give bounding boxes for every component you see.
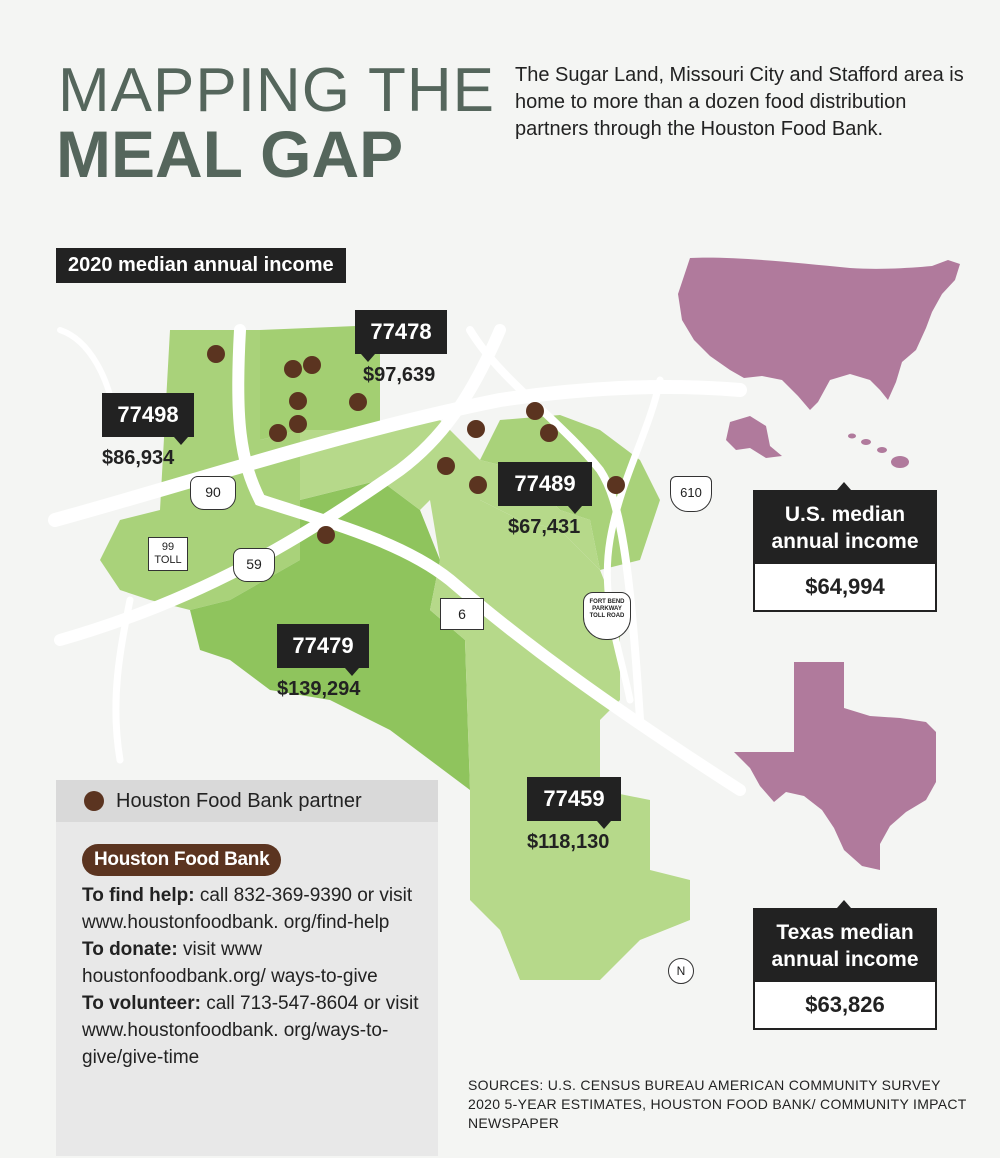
zip-callout-77459: 77459 $118,130 <box>527 777 621 854</box>
texas-median-value: $63,826 <box>805 992 885 1017</box>
partner-dots <box>207 345 625 544</box>
us-outline <box>678 257 960 410</box>
find-help-label: To find help: <box>82 885 195 906</box>
legend-header: Houston Food Bank partner <box>56 780 438 822</box>
region-77459 <box>430 500 690 980</box>
us-59-shield-icon: 59 <box>233 548 275 582</box>
us-median-title: U.S. median annual income <box>755 492 935 564</box>
us-median-card: U.S. median annual income $64,994 <box>753 482 937 612</box>
texas-map-icon <box>734 662 936 870</box>
sources-note: SOURCES: U.S. CENSUS BUREAU AMERICAN COM… <box>468 1077 967 1131</box>
zip-code-label: 77459 <box>527 777 621 821</box>
us-median-value: $64,994 <box>805 574 885 599</box>
volunteer-label: To volunteer: <box>82 993 201 1014</box>
north-label: N <box>676 964 686 978</box>
zip-callout-77498: 77498 $86,934 <box>102 393 194 470</box>
alaska-shape <box>726 416 782 458</box>
help-info-panel: Houston Food Bank To find help: call 832… <box>56 822 438 1156</box>
card-pointer <box>837 900 851 908</box>
find-help-text: call 832-369-9390 or visit www.houstonfo… <box>82 885 413 933</box>
texas-median-card: Texas median annual income $63,826 <box>753 900 937 1030</box>
region-77478 <box>260 325 380 440</box>
hawaii-islands <box>848 433 909 468</box>
food-bank-partner-dot <box>303 356 321 374</box>
zip-code-label: 77479 <box>277 624 369 668</box>
texas-outline <box>734 662 936 870</box>
card-pointer <box>837 482 851 490</box>
hwy-99-label: 99 TOLL <box>154 541 182 566</box>
title-line-1: MAPPING THE <box>58 56 496 125</box>
zip-callout-77489: 77489 $67,431 <box>498 462 592 539</box>
volunteer-text: call 713-547-8604 or visit www.houstonfo… <box>82 993 419 1068</box>
hwy-6-sign-icon: 6 <box>440 598 484 630</box>
food-bank-partner-dot <box>540 424 558 442</box>
texas-median-title: Texas median annual income <box>755 910 935 982</box>
partner-dot-icon <box>84 791 104 811</box>
fort-bend-toll-sign-icon: FORT BEND PARKWAY TOLL ROAD <box>583 592 631 640</box>
texas-median-card-body: Texas median annual income $63,826 <box>753 908 937 1030</box>
us-90-shield-icon: 90 <box>190 476 236 510</box>
hwy-59-label: 59 <box>246 556 262 572</box>
callout-pointer <box>345 668 359 676</box>
zip-income-value: $139,294 <box>277 678 361 700</box>
callout-pointer <box>361 354 375 362</box>
food-bank-partner-dot <box>467 420 485 438</box>
callout-pointer <box>174 437 188 445</box>
donate-label: To donate: <box>82 939 178 960</box>
callout-pointer <box>597 821 611 829</box>
food-bank-partner-dot <box>269 424 287 442</box>
region-middle <box>300 420 600 570</box>
title-line-2: MEAL GAP <box>56 117 404 191</box>
toll-sign-label: FORT BEND PARKWAY TOLL ROAD <box>589 599 625 619</box>
zip-code-label: 77498 <box>102 393 194 437</box>
partner-legend-label: Houston Food Bank partner <box>116 790 362 812</box>
food-bank-partner-dot <box>349 393 367 411</box>
food-bank-partner-dot <box>284 360 302 378</box>
zip-code-label: 77478 <box>355 310 447 354</box>
hwy-6-label: 6 <box>458 606 466 622</box>
food-bank-partner-dot <box>289 415 307 433</box>
us-median-card-body: U.S. median annual income $64,994 <box>753 490 937 612</box>
us-map-icon <box>678 257 960 468</box>
zip-callout-77479: 77479 $139,294 <box>277 624 369 701</box>
zip-code-label: 77489 <box>498 462 592 506</box>
donate-text: visit www houstonfoodbank.org/ ways-to-g… <box>82 939 378 987</box>
food-bank-partner-dot <box>607 476 625 494</box>
food-bank-partner-dot <box>207 345 225 363</box>
roads <box>48 324 747 796</box>
food-bank-partner-dot <box>469 476 487 494</box>
hwy-90-label: 90 <box>205 484 221 500</box>
houston-food-bank-badge: Houston Food Bank <box>82 844 282 876</box>
food-bank-partner-dot <box>317 526 335 544</box>
food-bank-partner-dot <box>526 402 544 420</box>
north-arrow-icon: N <box>668 958 694 984</box>
food-bank-partner-dot <box>289 392 307 410</box>
callout-pointer <box>568 506 582 514</box>
zip-income-value: $118,130 <box>527 831 610 853</box>
zip-income-value: $97,639 <box>363 364 436 386</box>
interstate-610-shield-icon: 610 <box>670 476 712 512</box>
toll-99-shield-icon: 99 TOLL <box>148 537 188 571</box>
intro-text: The Sugar Land, Missouri City and Staffo… <box>515 64 964 140</box>
food-bank-partner-dot <box>437 457 455 475</box>
help-info-text: To find help: call 832-369-9390 or visit… <box>82 882 432 1071</box>
zip-income-value: $67,431 <box>508 516 581 538</box>
zip-income-value: $86,934 <box>102 447 175 469</box>
zip-callout-77478: 77478 $97,639 <box>355 310 447 387</box>
income-map-label: 2020 median annual income <box>56 248 346 283</box>
hwy-610-label: 610 <box>680 485 702 500</box>
